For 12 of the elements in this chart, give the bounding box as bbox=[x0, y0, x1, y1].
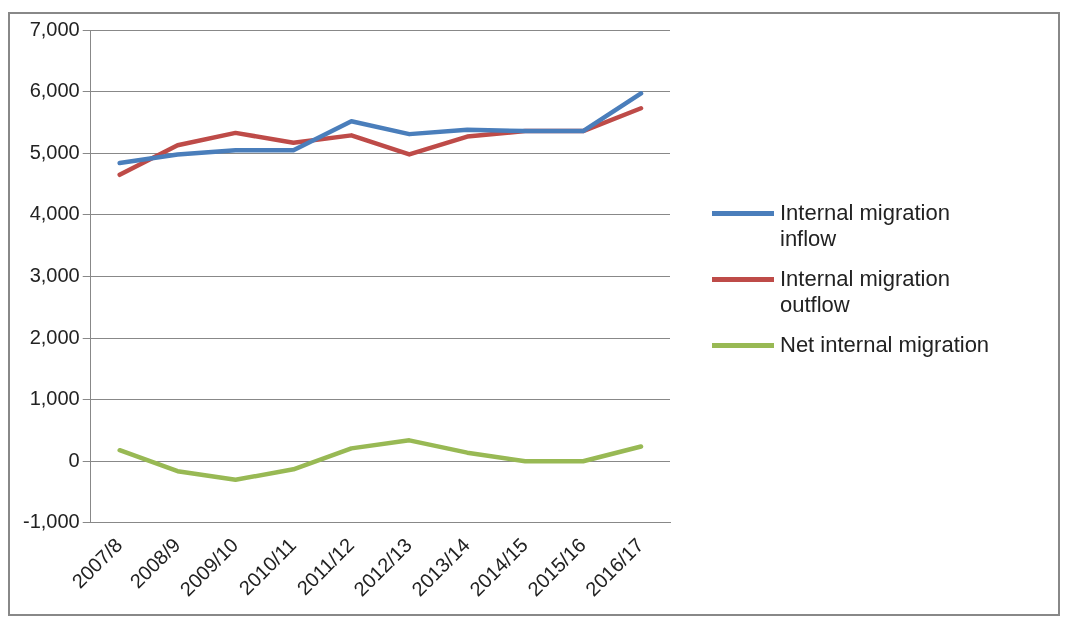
legend-label: Internal migration inflow bbox=[780, 200, 951, 252]
y-tick-label: 7,000 bbox=[29, 17, 80, 40]
legend-label: Internal migration outflow bbox=[780, 266, 951, 318]
y-tick-label: -1,000 bbox=[22, 510, 80, 533]
y-tick-label: 2,000 bbox=[29, 325, 80, 348]
legend-label: Net internal migration bbox=[780, 332, 990, 358]
y-tick-label: 6,000 bbox=[29, 79, 80, 102]
y-tick-label: 4,000 bbox=[29, 202, 80, 225]
y-tick-label: 3,000 bbox=[29, 263, 80, 286]
y-tick-label: 0 bbox=[68, 448, 80, 471]
y-tick-label: 5,000 bbox=[29, 140, 80, 163]
y-tick-label: 1,000 bbox=[29, 387, 80, 410]
